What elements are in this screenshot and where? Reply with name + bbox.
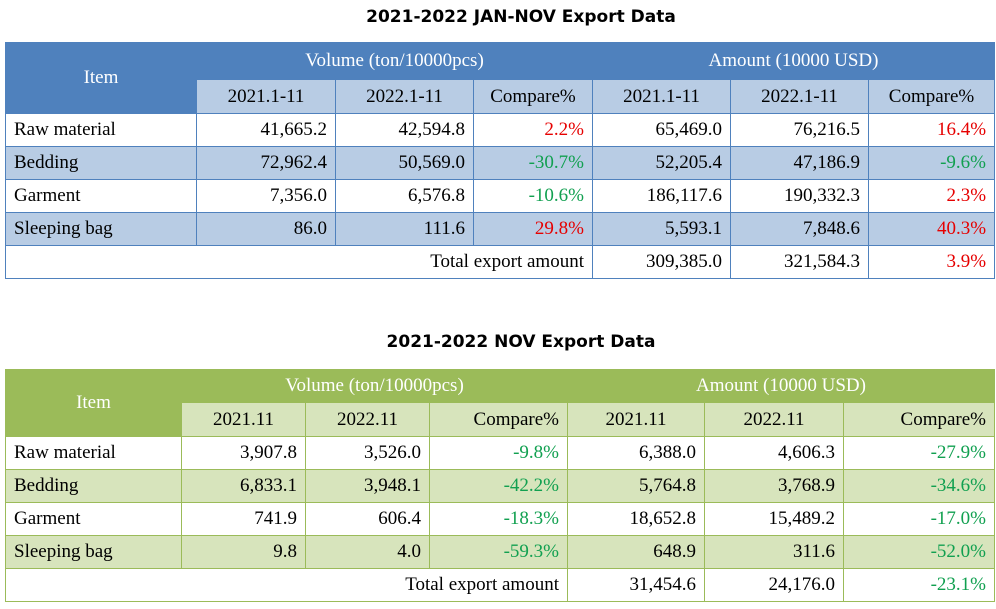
volume-2022-cell: 6,576.8 (335, 179, 474, 213)
amount-compare-cell: -52.0% (842, 535, 996, 569)
subheader-volume-2021: 2021.11 (181, 402, 306, 437)
amount-2022-cell: 190,332.3 (730, 179, 869, 213)
amount-2021-cell: 65,469.0 (592, 113, 731, 147)
total-amount-2021: 309,385.0 (592, 245, 731, 279)
subheader-amount-2021: 2021.1-11 (592, 79, 731, 114)
volume-compare-cell: -59.3% (429, 535, 568, 569)
row-item: Bedding (5, 146, 197, 180)
amount-compare-cell: 40.3% (867, 212, 996, 246)
table-row: Bedding 72,962.4 50,569.0 -30.7% 52,205.… (5, 146, 996, 180)
amount-2022-cell: 76,216.5 (730, 113, 869, 147)
amount-2022-cell: 7,848.6 (730, 212, 869, 246)
subheader-amount-2022: 2022.11 (704, 402, 844, 437)
subheader-volume-2022: 2022.1-11 (335, 79, 474, 114)
volume-2021-cell: 86.0 (196, 212, 336, 246)
total-row: Total export amount 309,385.0 321,584.3 … (5, 245, 996, 279)
amount-compare-cell: -27.9% (842, 436, 996, 470)
total-amount-compare: 3.9% (867, 245, 996, 279)
amount-compare-cell: 2.3% (867, 179, 996, 213)
amount-2021-cell: 6,388.0 (567, 436, 705, 470)
volume-2021-cell: 741.9 (181, 502, 306, 536)
table-row: Sleeping bag 9.8 4.0 -59.3% 648.9 311.6 … (5, 535, 996, 569)
total-amount-2021: 31,454.6 (567, 568, 705, 602)
volume-2022-cell: 606.4 (305, 502, 430, 536)
row-item: Sleeping bag (5, 212, 197, 246)
amount-2022-cell: 15,489.2 (704, 502, 844, 536)
volume-2021-cell: 6,833.1 (181, 469, 306, 503)
row-item: Garment (5, 502, 182, 536)
amount-2021-cell: 5,764.8 (567, 469, 705, 503)
amount-compare-cell: -9.6% (867, 146, 996, 180)
table-row: Bedding 6,833.1 3,948.1 -42.2% 5,764.8 3… (5, 469, 996, 503)
volume-compare-cell: -9.8% (429, 436, 568, 470)
subheader-volume-2021: 2021.1-11 (196, 79, 336, 114)
volume-2022-cell: 111.6 (335, 212, 474, 246)
volume-2021-cell: 72,962.4 (196, 146, 336, 180)
volume-compare-cell: -18.3% (429, 502, 568, 536)
table-row: Raw material 41,665.2 42,594.8 2.2% 65,4… (5, 113, 996, 147)
volume-2022-cell: 3,526.0 (305, 436, 430, 470)
amount-2022-cell: 311.6 (704, 535, 844, 569)
amount-2022-cell: 4,606.3 (704, 436, 844, 470)
table-row: Garment 741.9 606.4 -18.3% 18,652.8 15,4… (5, 502, 996, 536)
volume-2021-cell: 7,356.0 (196, 179, 336, 213)
amount-2021-cell: 18,652.8 (567, 502, 705, 536)
volume-compare-cell: -42.2% (429, 469, 568, 503)
table1-title: 2021-2022 JAN-NOV Export Data (366, 7, 676, 27)
nov-export-table: Item Volume (ton/10000pcs) Amount (10000… (5, 369, 996, 602)
amount-2021-cell: 5,593.1 (592, 212, 731, 246)
amount-2021-cell: 186,117.6 (592, 179, 731, 213)
subheader-amount-2021: 2021.11 (567, 402, 705, 437)
volume-header: Volume (ton/10000pcs) (181, 369, 568, 403)
amount-header: Amount (10000 USD) (566, 369, 996, 403)
subheader-amount-compare: Compare% (842, 402, 996, 437)
total-amount-compare: -23.1% (842, 568, 996, 602)
total-row: Total export amount 31,454.6 24,176.0 -2… (5, 568, 996, 602)
row-item: Raw material (5, 436, 182, 470)
total-amount-2022: 24,176.0 (704, 568, 844, 602)
volume-2021-cell: 41,665.2 (196, 113, 336, 147)
volume-2022-cell: 3,948.1 (305, 469, 430, 503)
amount-compare-cell: 16.4% (867, 113, 996, 147)
total-amount-2022: 321,584.3 (730, 245, 869, 279)
row-item: Sleeping bag (5, 535, 182, 569)
volume-compare-cell: 2.2% (473, 113, 593, 147)
amount-compare-cell: -17.0% (842, 502, 996, 536)
volume-2022-cell: 42,594.8 (335, 113, 474, 147)
volume-compare-cell: -30.7% (473, 146, 593, 180)
subheader-volume-compare: Compare% (473, 79, 593, 114)
subheader-amount-2022: 2022.1-11 (730, 79, 869, 114)
amount-2022-cell: 3,768.9 (704, 469, 844, 503)
volume-2021-cell: 9.8 (181, 535, 306, 569)
table-row: Garment 7,356.0 6,576.8 -10.6% 186,117.6… (5, 179, 996, 213)
amount-compare-cell: -34.6% (842, 469, 996, 503)
table2-title: 2021-2022 NOV Export Data (386, 332, 656, 352)
volume-header: Volume (ton/10000pcs) (196, 42, 593, 80)
jan-nov-export-table: Item Volume (ton/10000pcs) Amount (10000… (5, 42, 996, 279)
amount-2021-cell: 648.9 (567, 535, 705, 569)
item-header: Item (5, 369, 182, 437)
amount-2021-cell: 52,205.4 (592, 146, 731, 180)
amount-2022-cell: 47,186.9 (730, 146, 869, 180)
table-row: Raw material 3,907.8 3,526.0 -9.8% 6,388… (5, 436, 996, 470)
total-label: Total export amount (5, 245, 593, 279)
subheader-volume-2022: 2022.11 (305, 402, 430, 437)
subheader-amount-compare: Compare% (867, 79, 996, 114)
amount-header: Amount (10000 USD) (591, 42, 996, 80)
volume-2021-cell: 3,907.8 (181, 436, 306, 470)
total-label: Total export amount (5, 568, 568, 602)
item-header: Item (5, 42, 197, 114)
volume-compare-cell: 29.8% (473, 212, 593, 246)
subheader-volume-compare: Compare% (429, 402, 568, 437)
table-row: Sleeping bag 86.0 111.6 29.8% 5,593.1 7,… (5, 212, 996, 246)
volume-2022-cell: 50,569.0 (335, 146, 474, 180)
row-item: Garment (5, 179, 197, 213)
row-item: Raw material (5, 113, 197, 147)
volume-2022-cell: 4.0 (305, 535, 430, 569)
volume-compare-cell: -10.6% (473, 179, 593, 213)
row-item: Bedding (5, 469, 182, 503)
